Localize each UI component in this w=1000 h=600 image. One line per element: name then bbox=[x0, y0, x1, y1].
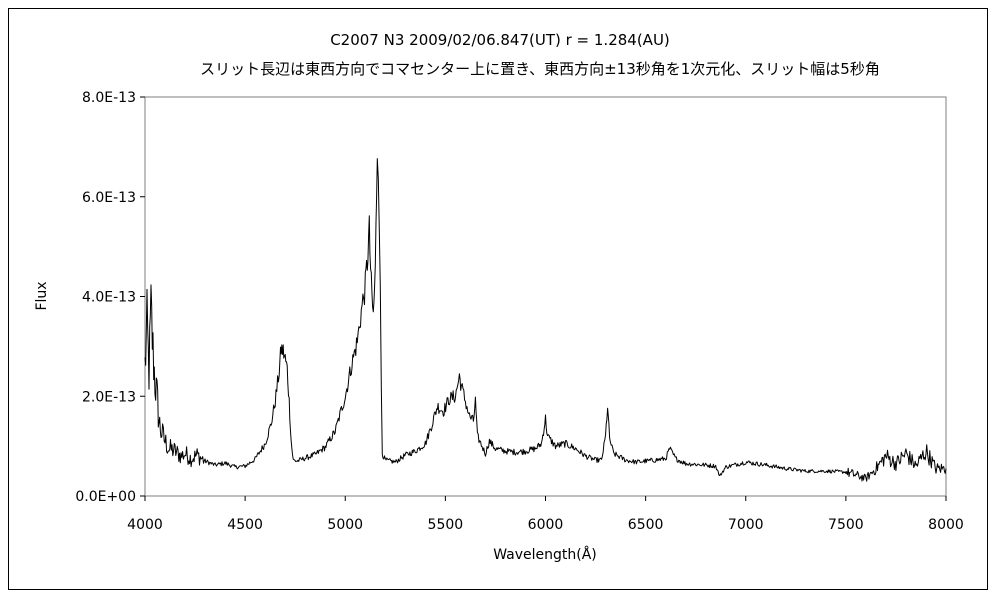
x-axis: 4000 4500 5000 5500 6000 6500 7000 7500 8000 bbox=[127, 496, 964, 533]
y-tick-label: 0.0E+00 bbox=[75, 489, 136, 505]
x-tick-label: 4500 bbox=[227, 517, 263, 533]
x-tick-label: 7500 bbox=[828, 517, 864, 533]
chart-title: C2007 N3 2009/02/06.847(UT) r = 1.284(AU… bbox=[330, 31, 670, 49]
x-tick-label: 8000 bbox=[928, 517, 964, 533]
x-tick-label: 6000 bbox=[528, 517, 564, 533]
chart-subtitle: スリット長辺は東西方向でコマセンター上に置き、東西方向±13秒角を1次元化、スリ… bbox=[200, 60, 880, 78]
y-tick-label: 8.0E-13 bbox=[82, 90, 136, 106]
x-tick-label: 6500 bbox=[628, 517, 664, 533]
y-tick-label: 6.0E-13 bbox=[82, 190, 136, 206]
y-tick-label: 2.0E-13 bbox=[82, 389, 136, 405]
x-tick-label: 7000 bbox=[728, 517, 764, 533]
x-tick-label: 5500 bbox=[428, 517, 464, 533]
x-tick-label: 5000 bbox=[327, 517, 363, 533]
y-axis-label: Flux bbox=[34, 281, 50, 310]
spectrum-line bbox=[144, 158, 947, 482]
series-layer bbox=[144, 158, 947, 482]
plot-area bbox=[144, 96, 947, 497]
x-axis-label: Wavelength(Å) bbox=[493, 546, 597, 563]
y-axis: 0.0E+00 2.0E-13 4.0E-13 6.0E-13 8.0E-13 bbox=[75, 90, 145, 505]
plot-border bbox=[144, 96, 947, 497]
y-tick-label: 4.0E-13 bbox=[82, 290, 136, 306]
x-tick-label: 4000 bbox=[127, 517, 163, 533]
